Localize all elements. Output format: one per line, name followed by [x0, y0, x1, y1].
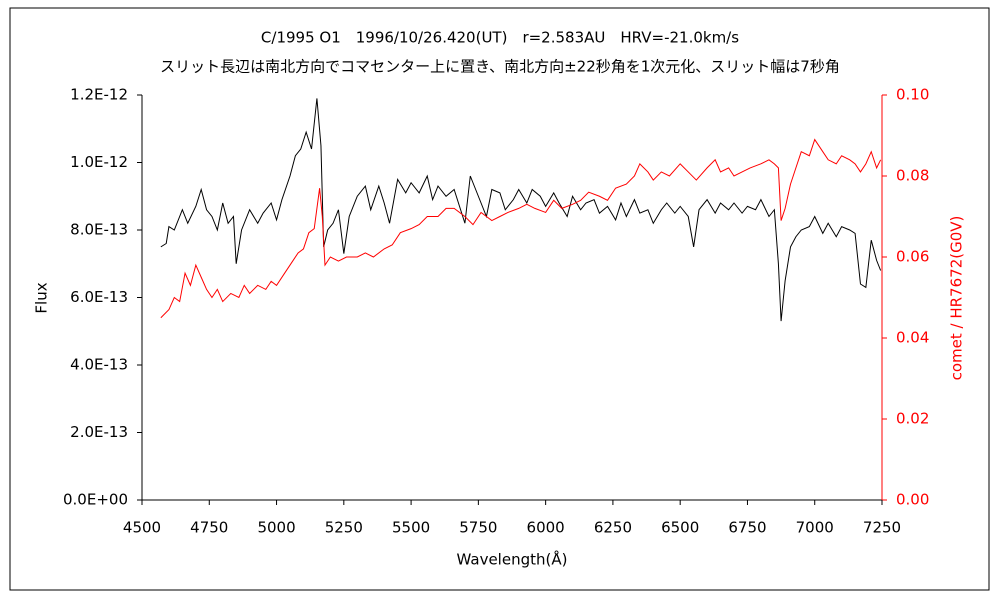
- y-tick-label: 1.2E-12: [70, 86, 128, 104]
- y-tick-label: 1.0E-12: [70, 153, 128, 171]
- x-tick-label: 5250: [325, 519, 363, 537]
- y-tick-label: 2.0E-13: [70, 423, 128, 441]
- y2-tick-label: 0.08: [896, 167, 929, 185]
- x-tick-label: 4750: [190, 519, 228, 537]
- x-tick-label: 6250: [594, 519, 632, 537]
- x-tick-label: 5750: [459, 519, 497, 537]
- x-axis-label: Wavelength(Å): [457, 550, 568, 569]
- x-tick-label: 7250: [863, 519, 901, 537]
- y-axis-label: Flux: [33, 282, 51, 313]
- y-tick-label: 6.0E-13: [70, 288, 128, 306]
- x-tick-label: 7000: [796, 519, 834, 537]
- y2-tick-label: 0.10: [896, 86, 929, 104]
- x-tick-label: 5500: [392, 519, 430, 537]
- x-tick-label: 6000: [527, 519, 565, 537]
- y-tick-label: 8.0E-13: [70, 221, 128, 239]
- x-tick-label: 4500: [123, 519, 161, 537]
- chart-title: C/1995 O1 1996/10/26.420(UT) r=2.583AU H…: [261, 29, 739, 47]
- data-line: [160, 138, 882, 319]
- chart-border: [9, 7, 990, 591]
- x-tick-label: 6750: [728, 519, 766, 537]
- y-tick-label: 4.0E-13: [70, 356, 128, 374]
- y2-tick-label: 0.06: [896, 248, 929, 266]
- x-tick-label: 6500: [661, 519, 699, 537]
- y2-tick-label: 0.02: [896, 410, 929, 428]
- chart-subtitle: スリット長辺は南北方向でコマセンター上に置き、南北方向±22秒角を1次元化、スリ…: [160, 58, 840, 76]
- y-tick-label: 0.0E+00: [63, 491, 128, 509]
- y2-axis-label: comet / HR7672(G0V): [948, 216, 966, 381]
- x-tick-label: 5000: [257, 519, 295, 537]
- data-line: [160, 98, 882, 322]
- y2-tick-label: 0.04: [896, 329, 929, 347]
- y2-tick-label: 0.00: [896, 491, 929, 509]
